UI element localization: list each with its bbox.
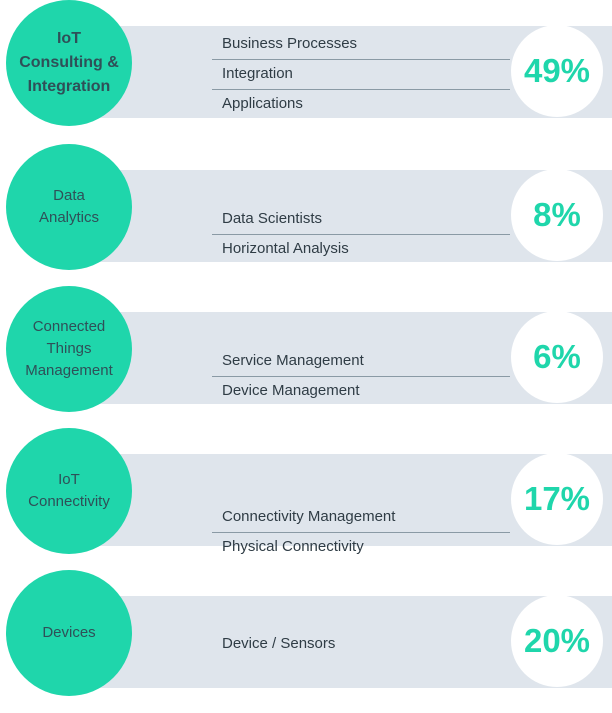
segment-label-circle: Devices [6,570,132,696]
segment-value: 17% [511,453,603,545]
segment-item: Device / Sensors [222,635,336,652]
segment-item: Physical Connectivity [222,538,364,555]
item-divider [212,59,510,60]
segment-item: Service Management [222,352,364,369]
segment-label-circle: Connected Things Management [6,286,132,412]
segment-label-circle: IoT Consulting & Integration [6,0,132,126]
segment-row: IoT Consulting & Integration Business Pro… [0,0,612,130]
segment-item: Horizontal Analysis [222,240,349,257]
segment-label-circle: IoT Connectivity [6,428,132,554]
segment-value: 49% [511,25,603,117]
item-divider [212,376,510,377]
item-divider [212,532,510,533]
segment-value: 8% [511,169,603,261]
segment-value: 6% [511,311,603,403]
segment-row: Connected Things Management Service Manag… [0,286,612,416]
segment-item: Data Scientists [222,210,323,227]
segment-item: Business Processes [222,35,358,52]
segment-label-circle: Data Analytics [6,144,132,270]
segment-value: 20% [511,595,603,687]
segment-item: Applications [222,95,303,112]
item-divider [212,89,510,90]
item-divider [212,234,510,235]
segment-row: Devices Device / Sensors 20% [0,570,612,700]
segment-row: Data Analytics Data Scientists Horizontal … [0,144,612,274]
segment-item: Device Management [222,382,360,399]
segment-item: Connectivity Management [222,508,396,525]
segment-row: IoT Connectivity Connectivity Management P… [0,428,612,558]
segment-item: Integration [222,65,293,82]
